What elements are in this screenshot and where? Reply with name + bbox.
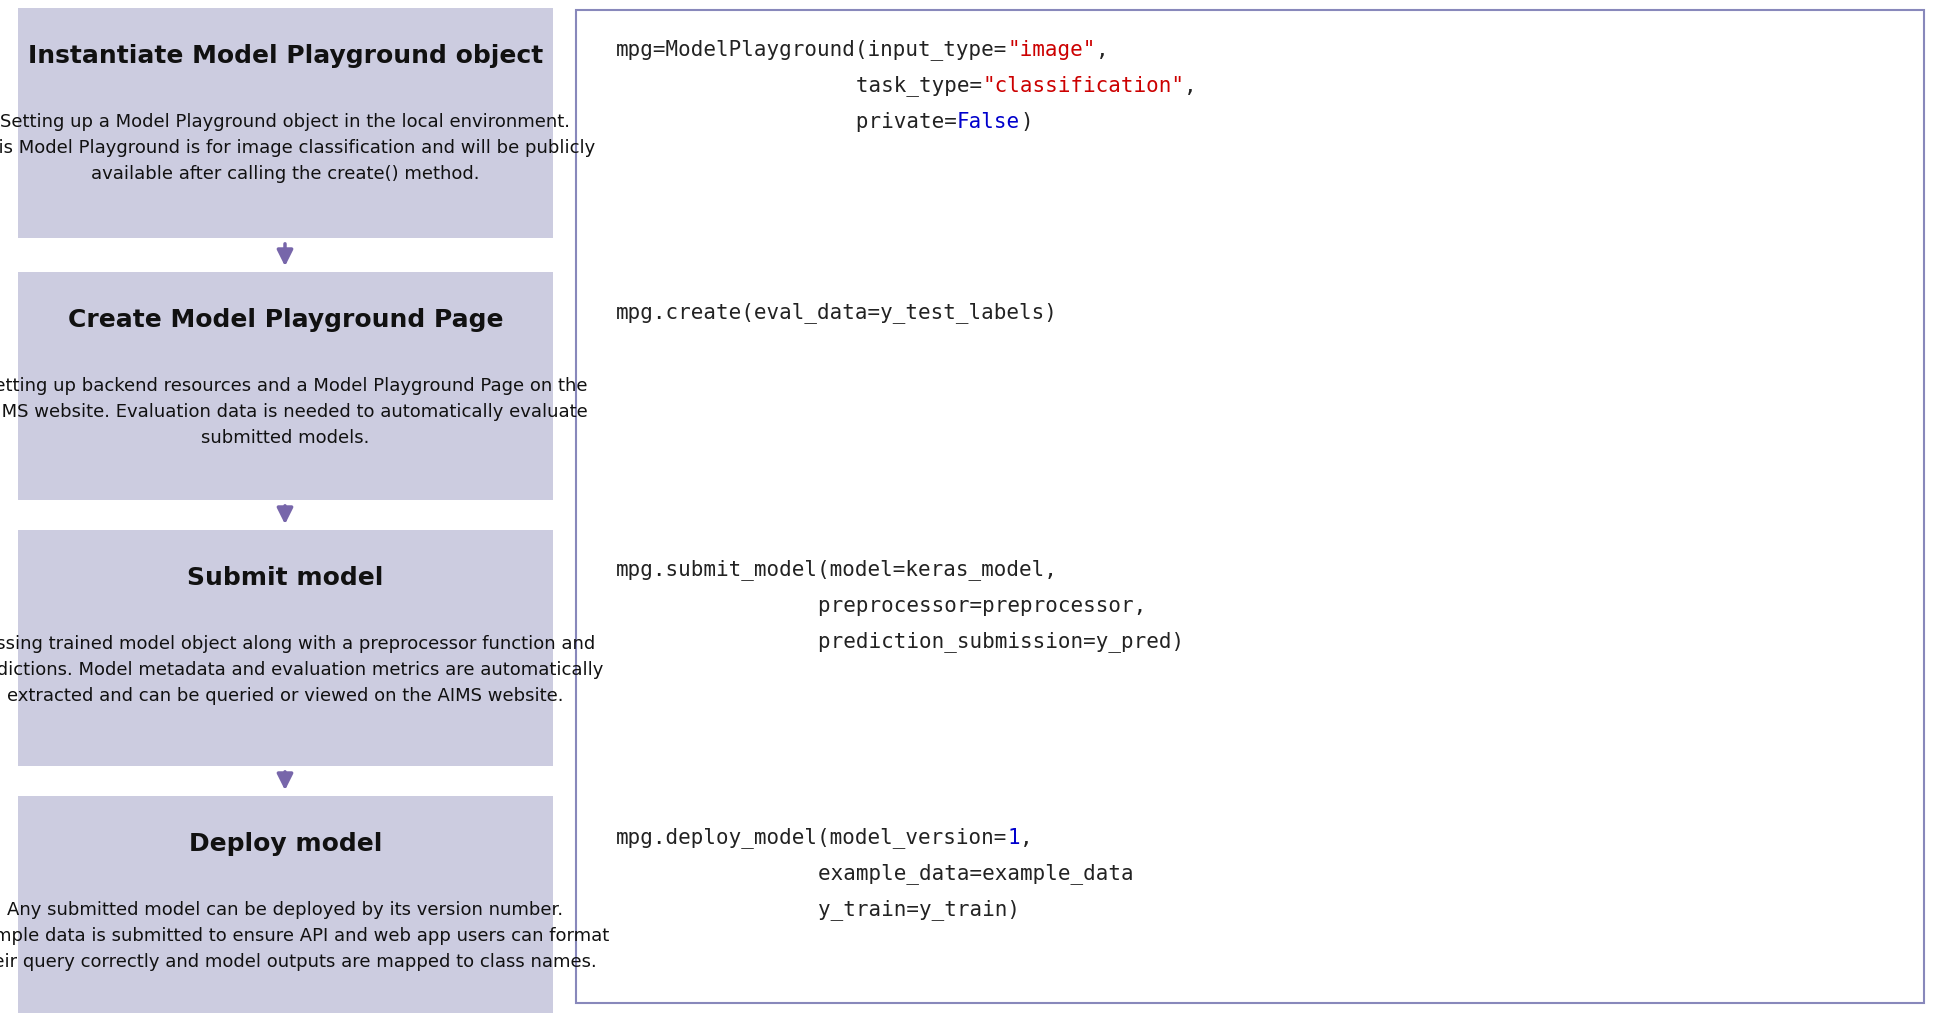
Text: mpg.deploy_model(model_version=: mpg.deploy_model(model_version=: [616, 828, 1008, 849]
Text: Submit model: Submit model: [186, 566, 385, 590]
Text: 1: 1: [1008, 828, 1020, 848]
Text: Setting up a Model Playground object in the local environment.
This Model Playgr: Setting up a Model Playground object in …: [0, 113, 594, 182]
Text: mpg=ModelPlayground(input_type=: mpg=ModelPlayground(input_type=: [616, 40, 1008, 61]
Text: ): ): [1020, 112, 1033, 132]
Bar: [17, 272, 553, 500]
Bar: [577, 10, 1925, 1003]
Bar: [17, 8, 553, 238]
Text: ,: ,: [1185, 76, 1196, 96]
Text: "classification": "classification": [983, 76, 1185, 96]
Text: False: False: [957, 112, 1020, 132]
Text: preprocessor=preprocessor,: preprocessor=preprocessor,: [616, 596, 1146, 616]
Text: ,: ,: [1020, 828, 1033, 848]
Text: ,: ,: [1095, 40, 1109, 60]
Text: example_data=example_data: example_data=example_data: [616, 863, 1134, 884]
Text: Setting up backend resources and a Model Playground Page on the
AIMS website. Ev: Setting up backend resources and a Model…: [0, 377, 588, 447]
Bar: [17, 796, 553, 1013]
Text: Deploy model: Deploy model: [188, 832, 383, 856]
Text: task_type=: task_type=: [616, 76, 983, 96]
Bar: [17, 530, 553, 766]
Text: mpg.create(eval_data=y_test_labels): mpg.create(eval_data=y_test_labels): [616, 303, 1058, 323]
Text: Create Model Playground Page: Create Model Playground Page: [68, 308, 503, 332]
Text: Any submitted model can be deployed by its version number.
Example data is submi: Any submitted model can be deployed by i…: [0, 902, 610, 970]
Text: mpg.submit_model(model=keras_model,: mpg.submit_model(model=keras_model,: [616, 559, 1058, 580]
Text: y_train=y_train): y_train=y_train): [616, 900, 1020, 921]
Text: prediction_submission=y_pred): prediction_submission=y_pred): [616, 631, 1185, 652]
Text: "image": "image": [1008, 40, 1095, 60]
Text: Passing trained model object along with a preprocessor function and
predictions.: Passing trained model object along with …: [0, 635, 604, 705]
Text: Instantiate Model Playground object: Instantiate Model Playground object: [27, 44, 544, 68]
Text: private=: private=: [616, 112, 957, 132]
